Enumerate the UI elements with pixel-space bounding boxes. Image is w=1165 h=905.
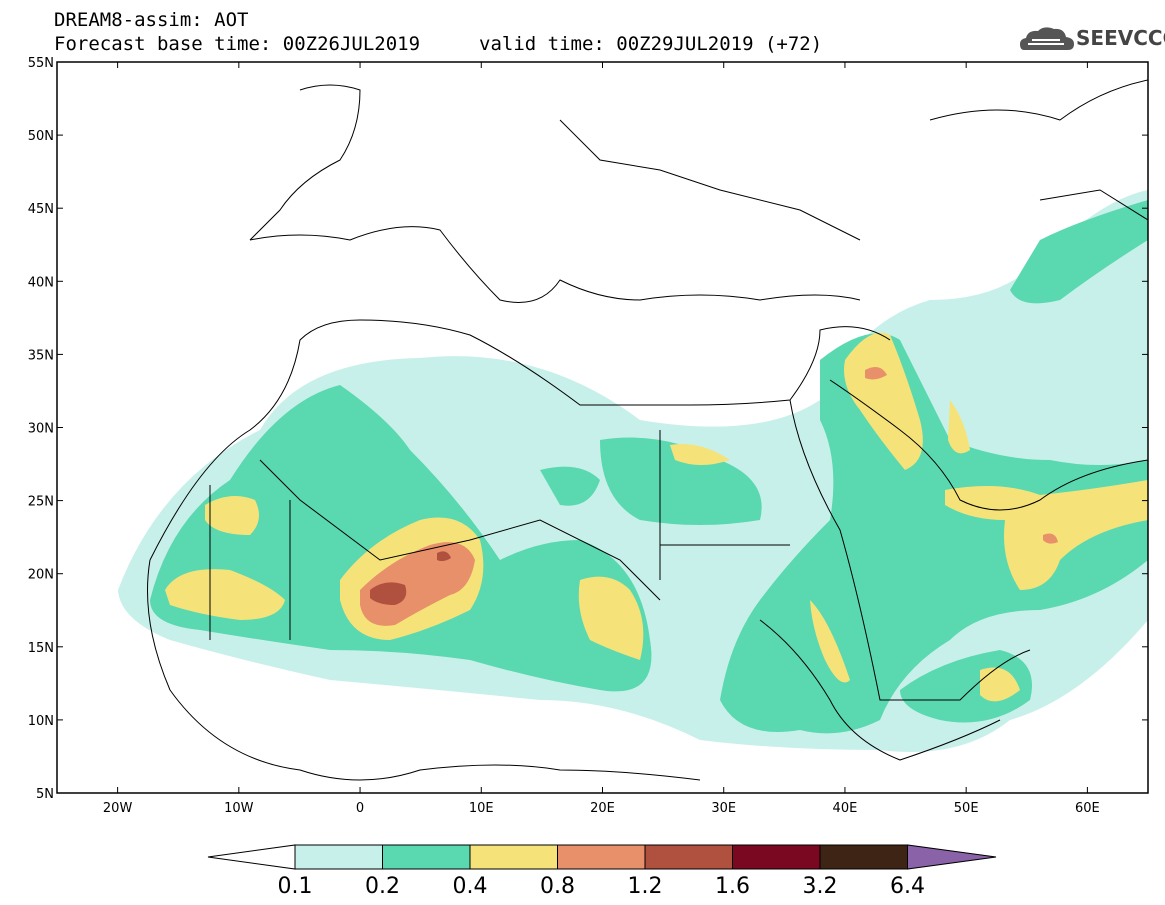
lat-label: 35N xyxy=(28,348,54,363)
aot-layer-1.2 xyxy=(370,551,451,605)
longitude-axis: 20W 10W 0 10E 20E 30E 40E 50E 60E xyxy=(103,62,1100,816)
lon-label: 60E xyxy=(1075,801,1100,816)
colorbar-over-arrow xyxy=(907,844,997,870)
lat-label: 50N xyxy=(28,129,54,144)
lat-label: 25N xyxy=(28,495,54,510)
colorbar-label: 0.8 xyxy=(540,874,575,899)
colorbar-segment xyxy=(644,844,733,870)
colorbar-segment xyxy=(732,844,821,870)
colorbar-label: 1.6 xyxy=(715,874,750,899)
lon-label: 40E xyxy=(833,801,858,816)
colorbar-under-arrow xyxy=(207,844,296,870)
lon-label: 30E xyxy=(711,801,736,816)
colorbar-segment xyxy=(382,844,471,870)
lat-label: 55N xyxy=(28,56,54,71)
forecast-base-time: Forecast base time: 00Z26JUL2019 xyxy=(54,33,421,55)
lat-label: 30N xyxy=(28,422,54,437)
colorbar-segment xyxy=(557,844,646,870)
aot-layer-0.8 xyxy=(360,366,1058,626)
lat-label: 15N xyxy=(28,641,54,656)
coastlines-and-borders xyxy=(147,79,1148,781)
lon-label: 50E xyxy=(954,801,979,816)
map-title: DREAM8-assim: AOT xyxy=(54,9,249,31)
lat-label: 5N xyxy=(36,787,54,802)
colorbar-label: 1.2 xyxy=(628,874,663,899)
lon-label: 10W xyxy=(224,801,254,816)
latitude-axis: 55N 50N 45N 40N 35N 30N 25N 20N 15N 10N 5N xyxy=(28,56,1148,802)
colorbar-segment xyxy=(469,844,558,870)
colorbar-label: 0.1 xyxy=(278,874,313,899)
lon-label: 20W xyxy=(103,801,133,816)
cloud-logo-icon xyxy=(1020,27,1074,50)
lon-label: 0 xyxy=(356,801,364,816)
lat-label: 45N xyxy=(28,202,54,217)
lat-label: 40N xyxy=(28,275,54,290)
aot-field xyxy=(118,190,1148,752)
valid-time: valid time: 00Z29JUL2019 (+72) xyxy=(479,33,823,55)
colorbar-label: 6.4 xyxy=(890,874,925,899)
colorbar-label: 0.2 xyxy=(365,874,400,899)
colorbar: 0.1 0.2 0.4 0.8 1.2 1.6 3.2 6.4 xyxy=(207,844,997,899)
colorbar-segment xyxy=(819,844,908,870)
lat-label: 10N xyxy=(28,714,54,729)
colorbar-segment xyxy=(294,844,383,870)
colorbar-label: 3.2 xyxy=(803,874,838,899)
lat-label: 20N xyxy=(28,568,54,583)
colorbar-label: 0.4 xyxy=(453,874,488,899)
lon-label: 20E xyxy=(590,801,615,816)
logo-text: SEEVCCC xyxy=(1076,26,1165,50)
lon-label: 10E xyxy=(469,801,494,816)
